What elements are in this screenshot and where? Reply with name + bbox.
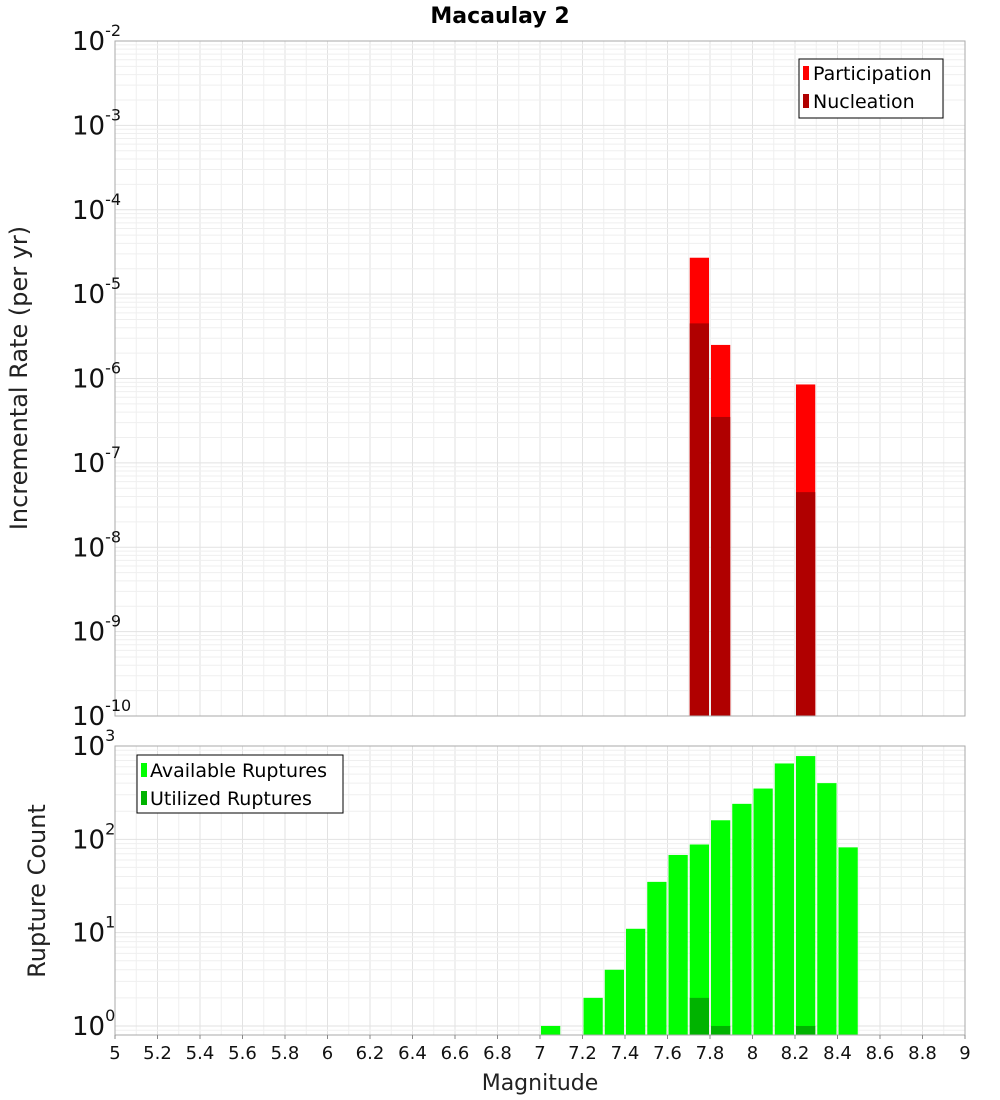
chart-title: Macaulay 2 [430, 4, 569, 29]
x-tick-label: 6.4 [398, 1043, 427, 1064]
rupture-count-bars [541, 756, 858, 1035]
x-tick-label: 9 [959, 1043, 970, 1064]
nucleation-bar [689, 323, 709, 716]
x-tick-label: 7.8 [696, 1043, 725, 1064]
available-ruptures-bar [668, 854, 688, 1035]
available-ruptures-bar [817, 783, 837, 1035]
participation-nucleation-legend: Participation Nucleation [798, 58, 944, 119]
available-ruptures-bar [753, 788, 773, 1035]
y-tick-label: 101 [72, 913, 115, 949]
x-tick-label: 8.4 [823, 1043, 852, 1064]
nucleation-bar [796, 492, 816, 716]
x-tick-label: 6.2 [356, 1043, 385, 1064]
rupture-count-panel: 103 102 101 100 Rupture Count 5 5.2 5.4 5.6 5.8… [23, 726, 971, 1096]
utilized-ruptures-bar [689, 997, 709, 1035]
utilized-ruptures-bar [796, 1025, 816, 1035]
x-tick-label: 6.8 [483, 1043, 512, 1064]
rupture-count-y-axis-label: Rupture Count [23, 804, 51, 978]
legend-box [798, 58, 944, 119]
incremental-rate-plot-frame [114, 40, 966, 717]
y-tick-label: 10-9 [72, 612, 121, 648]
incremental-rate-panel: 10-2 10-3 10-4 10-5 10-6 10-7 10-8 10-9 10-10 In… [5, 21, 966, 732]
available-ruptures-bar [541, 1025, 561, 1035]
ruptures-legend: Available Ruptures Utilized Ruptures [136, 754, 344, 814]
x-tick-label: 7.6 [653, 1043, 682, 1064]
y-tick-label: 102 [72, 819, 115, 855]
y-tick-label: 10-2 [72, 21, 121, 57]
legend-swatch-participation [803, 66, 809, 80]
x-tick-label: 8 [747, 1043, 758, 1064]
available-ruptures-bar [604, 969, 624, 1035]
y-tick-label: 10-10 [72, 696, 131, 732]
available-ruptures-bar [838, 847, 858, 1035]
x-tick-label: 7.4 [611, 1043, 640, 1064]
magnitude-x-ticks: 5 5.2 5.4 5.6 5.8 6 6.2 6.4 6.6 6.8 7 7.2 7.4 7.6 7.8 8… [109, 1035, 971, 1064]
available-ruptures-bar [732, 803, 752, 1035]
x-tick-label: 5.6 [228, 1043, 257, 1064]
legend-swatch-nucleation [803, 94, 809, 108]
incremental-rate-y-ticks: 10-2 10-3 10-4 10-5 10-6 10-7 10-8 10-9 10-10 [72, 21, 131, 732]
nucleation-bar [711, 416, 731, 716]
y-tick-label: 10-4 [72, 190, 121, 226]
incremental-rate-grid [114, 40, 966, 717]
x-tick-label: 6.6 [441, 1043, 470, 1064]
available-ruptures-bar [647, 881, 667, 1035]
y-tick-label: 10-8 [72, 527, 121, 563]
y-tick-label: 10-5 [72, 274, 121, 310]
y-tick-label: 10-3 [72, 105, 121, 141]
legend-label-available-ruptures: Available Ruptures [150, 760, 327, 782]
available-ruptures-bar [796, 756, 816, 1035]
x-tick-label: 6 [322, 1043, 333, 1064]
rupture-count-y-ticks: 103 102 101 100 [72, 726, 115, 1042]
available-ruptures-bar [774, 763, 794, 1035]
available-ruptures-bar [583, 997, 603, 1035]
available-ruptures-bar [689, 844, 709, 1035]
x-tick-label: 8.8 [908, 1043, 937, 1064]
x-tick-label: 8.6 [866, 1043, 895, 1064]
legend-label-nucleation: Nucleation [813, 91, 915, 113]
incremental-rate-y-axis-label: Incremental Rate (per yr) [5, 226, 33, 530]
x-tick-label: 5.2 [143, 1043, 172, 1064]
available-ruptures-bar [626, 928, 646, 1035]
y-tick-label: 100 [72, 1006, 115, 1042]
legend-label-utilized-ruptures: Utilized Ruptures [150, 788, 312, 810]
x-tick-label: 5 [109, 1043, 120, 1064]
incremental-rate-bars [689, 257, 816, 716]
utilized-ruptures-bar [711, 1025, 731, 1035]
y-tick-label: 10-6 [72, 359, 121, 395]
x-tick-label: 7.2 [568, 1043, 597, 1064]
x-tick-label: 7 [534, 1043, 545, 1064]
legend-label-participation: Participation [813, 63, 932, 85]
legend-swatch-utilized-ruptures [141, 791, 147, 805]
legend-swatch-available-ruptures [141, 763, 147, 777]
x-tick-label: 8.2 [781, 1043, 810, 1064]
available-ruptures-bar [711, 820, 731, 1035]
x-tick-label: 5.8 [271, 1043, 300, 1064]
y-tick-label: 103 [72, 726, 115, 762]
y-tick-label: 10-7 [72, 443, 121, 479]
legend-box [136, 754, 344, 814]
x-tick-label: 5.4 [186, 1043, 215, 1064]
magnitude-x-axis-label: Magnitude [482, 1071, 599, 1096]
